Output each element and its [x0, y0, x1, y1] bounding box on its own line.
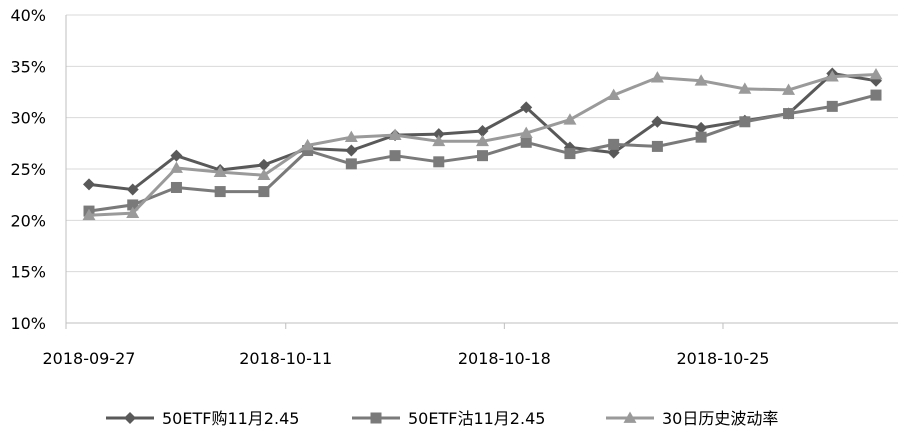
x-tick-label: 2018-10-25 — [676, 349, 769, 368]
series-2 — [83, 89, 882, 217]
data-point — [870, 89, 882, 101]
legend: 50ETF购11月2.45 50ETF沽11月2.45 30日历史波动率 — [106, 409, 778, 428]
data-point — [214, 186, 226, 198]
data-point — [695, 121, 708, 134]
data-point — [126, 183, 139, 196]
data-point — [826, 100, 838, 112]
data-point — [563, 113, 577, 125]
legend-label: 50ETF沽11月2.45 — [408, 409, 545, 428]
data-point — [608, 138, 620, 150]
data-point — [82, 208, 96, 221]
data-point — [257, 168, 271, 181]
data-point — [433, 156, 445, 168]
data-point — [520, 136, 532, 148]
data-point — [127, 199, 139, 211]
legend-marker — [124, 412, 136, 424]
data-point — [782, 83, 796, 95]
data-point — [476, 125, 489, 138]
y-tick-label: 10% — [10, 314, 46, 333]
series-1 — [83, 67, 882, 196]
legend-label: 50ETF购11月2.45 — [162, 409, 299, 428]
y-tick-label: 25% — [10, 160, 46, 179]
data-point — [694, 74, 708, 86]
data-point — [345, 144, 358, 157]
legend-item: 50ETF购11月2.45 — [106, 409, 299, 428]
series-3 — [82, 68, 883, 221]
data-point — [739, 116, 751, 128]
legend-item: 30日历史波动率 — [606, 409, 778, 428]
data-point — [169, 161, 183, 173]
data-point — [432, 134, 446, 147]
data-point — [738, 82, 752, 94]
legend-marker — [623, 411, 637, 423]
data-point — [388, 128, 402, 140]
data-point — [783, 108, 795, 120]
legend-marker — [370, 412, 382, 424]
data-point — [170, 149, 183, 162]
legend-label: 30日历史波动率 — [662, 409, 778, 428]
data-point — [126, 206, 140, 219]
data-point — [345, 158, 357, 170]
data-point — [651, 140, 663, 152]
data-point — [477, 150, 488, 162]
data-point — [869, 68, 883, 80]
data-point — [301, 138, 315, 151]
data-point — [650, 71, 664, 83]
legend-item: 50ETF沽11月2.45 — [352, 409, 545, 428]
gridlines — [66, 14, 898, 273]
x-tick-label: 2018-10-18 — [458, 349, 551, 368]
data-point — [695, 131, 707, 143]
data-point — [389, 150, 401, 162]
axes: 10% 15% 20% 25% 30% 35% 40% 2018-09-27 2018-10-1… — [10, 6, 898, 368]
data-point — [651, 115, 664, 128]
data-point — [213, 165, 227, 177]
data-point — [564, 148, 576, 160]
y-tick-label: 35% — [10, 57, 46, 76]
y-tick-label: 40% — [10, 6, 46, 25]
y-tick-label: 30% — [10, 109, 46, 128]
data-point — [519, 126, 533, 138]
x-tick-label: 2018-10-11 — [239, 349, 332, 368]
series-group — [82, 67, 883, 221]
data-point — [258, 186, 270, 198]
data-point — [83, 178, 95, 191]
x-tick-label: 2018-09-27 — [43, 349, 136, 368]
data-point — [170, 181, 182, 193]
data-point — [344, 130, 358, 143]
data-point — [302, 145, 314, 157]
data-point — [257, 158, 270, 171]
y-tick-label: 15% — [10, 263, 46, 282]
data-point — [607, 88, 621, 100]
y-tick-label: 20% — [10, 211, 46, 230]
data-point — [825, 70, 839, 82]
data-point — [520, 101, 533, 114]
data-point — [432, 128, 445, 141]
data-point — [476, 134, 489, 147]
